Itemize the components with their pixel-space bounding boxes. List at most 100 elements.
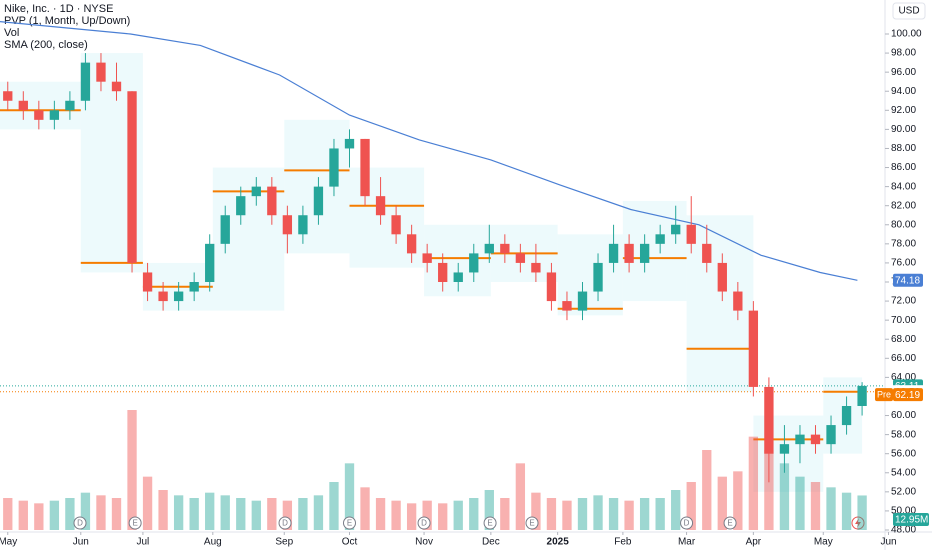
y-tick-label: 52.00 — [891, 486, 916, 497]
candle-body — [702, 243, 712, 263]
candle-body — [671, 224, 681, 235]
y-tick-label: 58.00 — [891, 429, 916, 440]
volume-bar — [18, 500, 28, 530]
volume-bar — [531, 492, 541, 530]
volume-bar — [422, 500, 432, 530]
event-marker[interactable] — [680, 516, 694, 530]
lightning — [855, 518, 861, 528]
volume-bar — [220, 495, 230, 530]
candle-body — [34, 110, 44, 120]
y-tick-label: 60.00 — [891, 410, 916, 421]
candle-body — [826, 425, 836, 445]
volume-bar — [546, 498, 557, 530]
candle-body — [298, 215, 308, 235]
candle-body — [453, 272, 463, 282]
volume-bar — [111, 498, 122, 530]
candle-body — [96, 62, 106, 82]
indicator: PVP (1, Month, Up/Down) — [4, 15, 130, 27]
volume-bar — [205, 492, 215, 530]
volume-bar — [65, 498, 75, 530]
candle-body — [406, 234, 417, 254]
volume-bar — [577, 498, 588, 530]
x-tick-label: May — [814, 537, 833, 548]
candle-body — [142, 272, 153, 292]
candle-body — [531, 262, 541, 273]
y-tick-label: 80.00 — [891, 219, 916, 230]
event-label: D — [77, 519, 83, 528]
y-tick-label: 64.00 — [891, 372, 916, 383]
volume-bar — [826, 487, 836, 530]
volume-bar — [702, 450, 712, 530]
event-marker[interactable] — [73, 516, 87, 530]
candle-body — [65, 100, 75, 111]
candle-body — [795, 434, 805, 445]
volume-bar — [80, 492, 91, 530]
candle-body — [251, 186, 261, 197]
volume-bar — [515, 463, 526, 530]
volume-bar — [360, 487, 370, 530]
candle-body — [267, 186, 277, 216]
candle-body — [158, 291, 168, 302]
y-tick-label: 54.00 — [891, 467, 916, 478]
volume-tag — [893, 513, 929, 526]
x-tick-label: Aug — [204, 537, 222, 548]
event-label: D — [282, 519, 288, 528]
y-tick-label: 70.00 — [891, 315, 916, 326]
volume-bar — [329, 482, 339, 530]
y-tick-label: 72.00 — [891, 296, 916, 307]
candle-body — [18, 100, 28, 111]
candle-body — [438, 262, 448, 282]
event-marker[interactable] — [525, 516, 539, 530]
x-tick-label: May — [0, 537, 17, 548]
event-marker[interactable] — [417, 516, 431, 530]
y-tick-label: 98.00 — [891, 48, 916, 59]
volume-bar — [469, 498, 479, 530]
event-marker[interactable] — [128, 516, 142, 530]
event-marker[interactable] — [343, 516, 356, 530]
candle-body — [111, 81, 122, 92]
x-tick-label: Apr — [746, 537, 762, 548]
event-marker[interactable] — [278, 516, 292, 530]
y-tick-label: 92.00 — [891, 105, 916, 116]
volume-bar — [313, 495, 324, 530]
y-tick-label: 50.00 — [891, 506, 916, 517]
volume-bar — [562, 500, 572, 530]
currency-button[interactable] — [892, 2, 926, 20]
candle-body — [127, 91, 137, 263]
chart-title: Nike, Inc. · 1D · NYSE — [4, 3, 113, 15]
volume-bar — [608, 498, 619, 530]
y-tick-label: 68.00 — [891, 334, 916, 345]
event-label: E — [727, 519, 732, 528]
candle-body — [639, 243, 650, 263]
price-tag — [893, 388, 923, 402]
event-marker[interactable] — [483, 516, 497, 530]
candle-body — [80, 62, 91, 101]
volume-bar — [375, 498, 386, 530]
volume-bar — [406, 503, 417, 530]
candle-body — [313, 186, 324, 216]
x-tick-label: Sep — [275, 537, 293, 548]
volume-bar — [298, 498, 308, 530]
price-tag — [893, 273, 923, 287]
volume-tag-label: 12.95M — [895, 515, 928, 526]
y-tick-label: 66.00 — [891, 353, 916, 364]
volume-bar — [779, 463, 790, 530]
y-tick-label: 96.00 — [891, 67, 916, 78]
y-tick-label: 90.00 — [891, 124, 916, 135]
y-tick-label: 86.00 — [891, 162, 916, 173]
volume-bar — [639, 498, 650, 530]
event-marker[interactable] — [723, 516, 737, 530]
y-tick-label: 94.00 — [891, 86, 916, 97]
volume-bar — [593, 495, 603, 530]
volume-bar — [49, 500, 60, 530]
candle-body — [173, 291, 184, 302]
candle-body — [500, 243, 510, 254]
y-tick-label: 82.00 — [891, 200, 916, 211]
x-tick-label: Jun — [880, 537, 896, 548]
volume-bar — [127, 410, 137, 530]
candle-body — [733, 291, 743, 311]
volume-bar — [748, 436, 759, 530]
candle-body — [344, 138, 355, 149]
